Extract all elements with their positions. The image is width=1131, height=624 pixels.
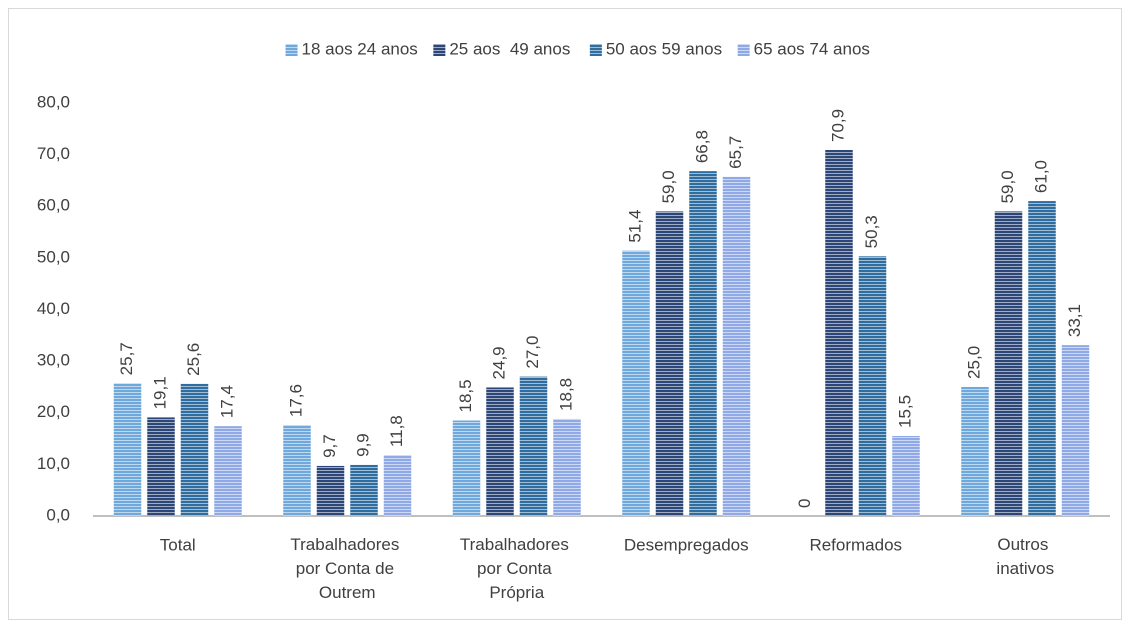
bar [994, 211, 1023, 516]
legend-swatch [285, 44, 298, 56]
bar [961, 386, 989, 516]
x-tick-label: Trabalhadores por Conta de Outrem [290, 535, 404, 602]
legend-swatch [737, 44, 750, 56]
data-label: 11,8 [387, 415, 406, 447]
data-label: 25,7 [117, 342, 136, 375]
data-label: 66,8 [692, 130, 711, 163]
data-label: 25,0 [964, 346, 983, 379]
y-tick-label: 30,0 [37, 351, 70, 370]
y-tick-label: 10,0 [37, 454, 70, 473]
data-label: 33,1 [1065, 304, 1084, 337]
bar [383, 455, 412, 516]
data-label: 50,3 [862, 215, 881, 248]
bar [180, 383, 209, 516]
y-tick-label: 70,0 [37, 144, 70, 163]
bar [452, 420, 481, 516]
y-tick-label: 50,0 [37, 247, 70, 266]
bar [316, 465, 345, 516]
x-tick-label: Trabalhadores por Conta Própria [460, 535, 574, 602]
bar [147, 417, 175, 516]
legend-label: 50 aos 59 anos [606, 39, 722, 58]
bar [858, 256, 887, 516]
bar [486, 387, 514, 516]
data-label: 18,5 [456, 379, 475, 412]
data-label: 51,4 [625, 210, 644, 243]
bar [892, 435, 920, 516]
data-label: 59,0 [998, 170, 1017, 203]
bar [1028, 201, 1056, 516]
x-tick-label: Desempregados [624, 535, 749, 554]
bar [622, 250, 650, 516]
data-label: 18,8 [556, 378, 575, 411]
bar [214, 426, 242, 516]
bar [113, 383, 142, 516]
chart-border [8, 8, 1122, 620]
bar [825, 149, 853, 516]
data-label: 70,9 [828, 109, 847, 142]
y-tick-label: 40,0 [37, 299, 70, 318]
legend-label: 65 aos 74 anos [754, 39, 870, 58]
legend-label: 18 aos 24 anos [302, 39, 418, 58]
bar [519, 376, 548, 516]
data-label: 27,0 [523, 336, 542, 369]
data-label: 0 [795, 499, 814, 508]
bar [722, 176, 751, 517]
bar [655, 211, 684, 516]
data-label: 9,9 [353, 433, 372, 457]
data-label: 59,0 [659, 170, 678, 203]
x-tick-label: Reformados [809, 535, 902, 554]
data-label: 17,4 [217, 385, 236, 418]
data-label: 61,0 [1031, 160, 1050, 193]
data-label: 24,9 [489, 346, 508, 379]
bar [283, 425, 311, 516]
y-tick-label: 20,0 [37, 402, 70, 421]
x-tick-label: Outros inativos [996, 535, 1054, 578]
bar [553, 418, 581, 516]
y-tick-label: 60,0 [37, 196, 70, 215]
bar [350, 464, 378, 516]
bar [1061, 345, 1090, 516]
legend-swatch [589, 44, 602, 56]
data-label: 15,5 [895, 395, 914, 428]
data-label: 9,7 [320, 434, 339, 458]
data-label: 65,7 [726, 136, 745, 169]
legend-swatch [433, 44, 446, 56]
bar [689, 171, 717, 516]
data-label: 25,6 [184, 343, 203, 376]
data-label: 17,6 [286, 384, 305, 417]
x-tick-label: Total [160, 535, 196, 554]
y-tick-label: 80,0 [37, 92, 70, 111]
legend-label: 25 aos 49 anos [449, 39, 570, 58]
data-label: 19,1 [150, 376, 169, 409]
y-tick-label: 0,0 [46, 505, 70, 524]
